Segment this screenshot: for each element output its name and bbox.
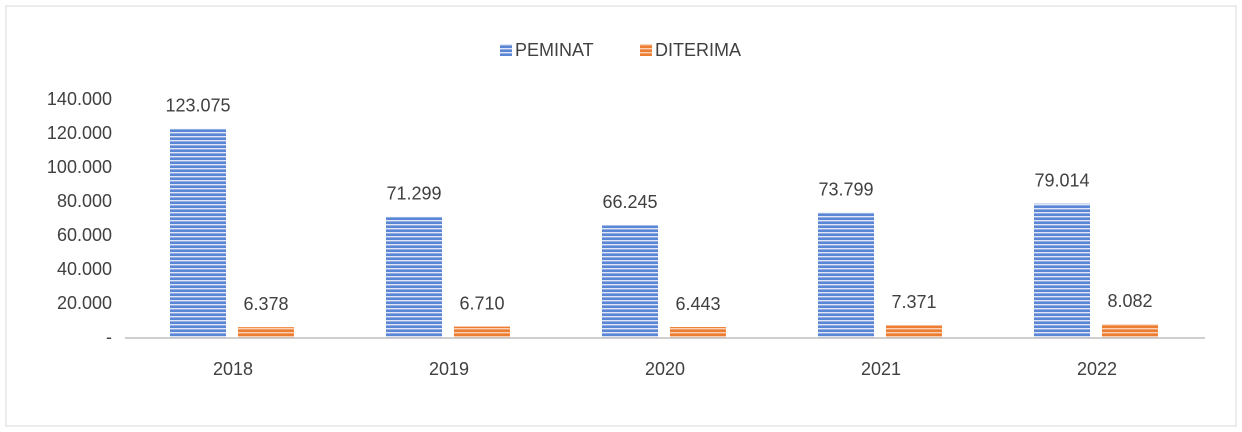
data-label: 123.075 xyxy=(165,96,230,116)
legend-swatch xyxy=(640,44,652,56)
bar xyxy=(386,216,442,338)
data-label: 6.378 xyxy=(243,294,288,314)
bar xyxy=(238,327,294,338)
y-tick-label: 60.000 xyxy=(57,225,112,245)
x-tick-label: 2018 xyxy=(213,359,253,379)
x-tick-label: 2020 xyxy=(645,359,685,379)
data-label: 7.371 xyxy=(891,292,936,312)
legend-swatch xyxy=(500,44,512,56)
x-tick-label: 2022 xyxy=(1077,359,1117,379)
data-label: 79.014 xyxy=(1034,170,1089,190)
x-tick-label: 2019 xyxy=(429,359,469,379)
y-tick-label: 40.000 xyxy=(57,259,112,279)
x-tick-label: 2021 xyxy=(861,359,901,379)
data-label: 8.082 xyxy=(1107,291,1152,311)
legend-label: DITERIMA xyxy=(655,40,741,60)
y-tick-label: 80.000 xyxy=(57,191,112,211)
data-label: 6.710 xyxy=(459,293,504,313)
data-label: 6.443 xyxy=(675,294,720,314)
bar xyxy=(1102,324,1158,338)
bar xyxy=(670,327,726,338)
y-tick-label: 100.000 xyxy=(47,157,112,177)
y-tick-label: - xyxy=(106,327,112,347)
legend-label: PEMINAT xyxy=(515,40,594,60)
data-label: 71.299 xyxy=(386,184,441,204)
bar xyxy=(818,212,874,338)
y-tick-label: 140.000 xyxy=(47,89,112,109)
data-label: 73.799 xyxy=(818,179,873,199)
y-tick-label: 20.000 xyxy=(57,293,112,313)
bar xyxy=(170,128,226,338)
data-label: 66.245 xyxy=(602,192,657,212)
bar xyxy=(886,325,942,338)
bar xyxy=(602,225,658,338)
bar xyxy=(454,326,510,338)
y-tick-label: 120.000 xyxy=(47,123,112,143)
bar xyxy=(1034,203,1090,338)
